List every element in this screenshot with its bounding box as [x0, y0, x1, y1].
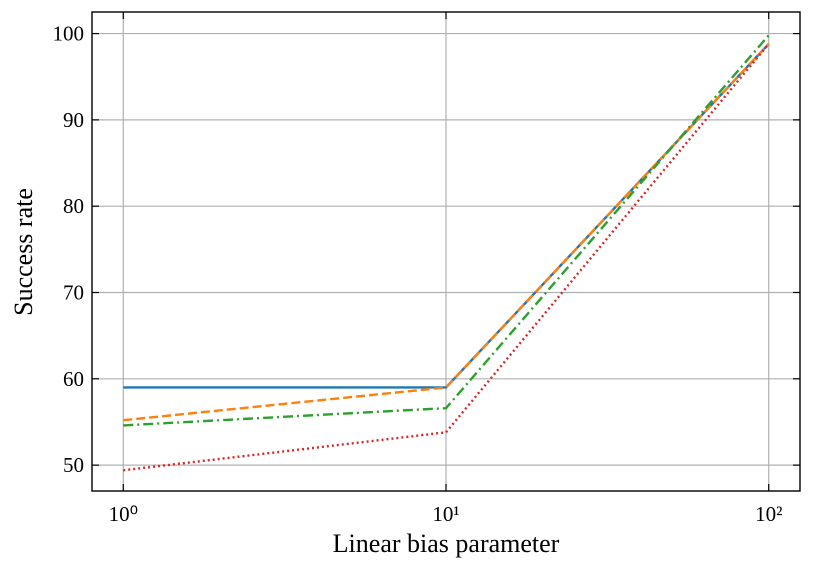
- y-tick-label: 90: [63, 108, 84, 132]
- y-tick-label: 50: [63, 453, 84, 477]
- x-tick-label: 10²: [755, 502, 782, 526]
- plot-frame: [91, 11, 801, 492]
- y-tick-label: 70: [63, 280, 84, 304]
- y-axis-label: Success rate: [9, 188, 38, 316]
- y-tick-label: 100: [53, 22, 85, 46]
- series-line: [123, 43, 770, 422]
- x-tick-label: 10⁰: [109, 502, 138, 526]
- x-tick-label: 10¹: [432, 502, 459, 526]
- series-line: [123, 34, 770, 427]
- x-axis-label: Linear bias parameter: [333, 529, 560, 558]
- y-tick-label: 60: [63, 367, 84, 391]
- y-tick-label: 80: [63, 194, 84, 218]
- series-line: [123, 43, 770, 472]
